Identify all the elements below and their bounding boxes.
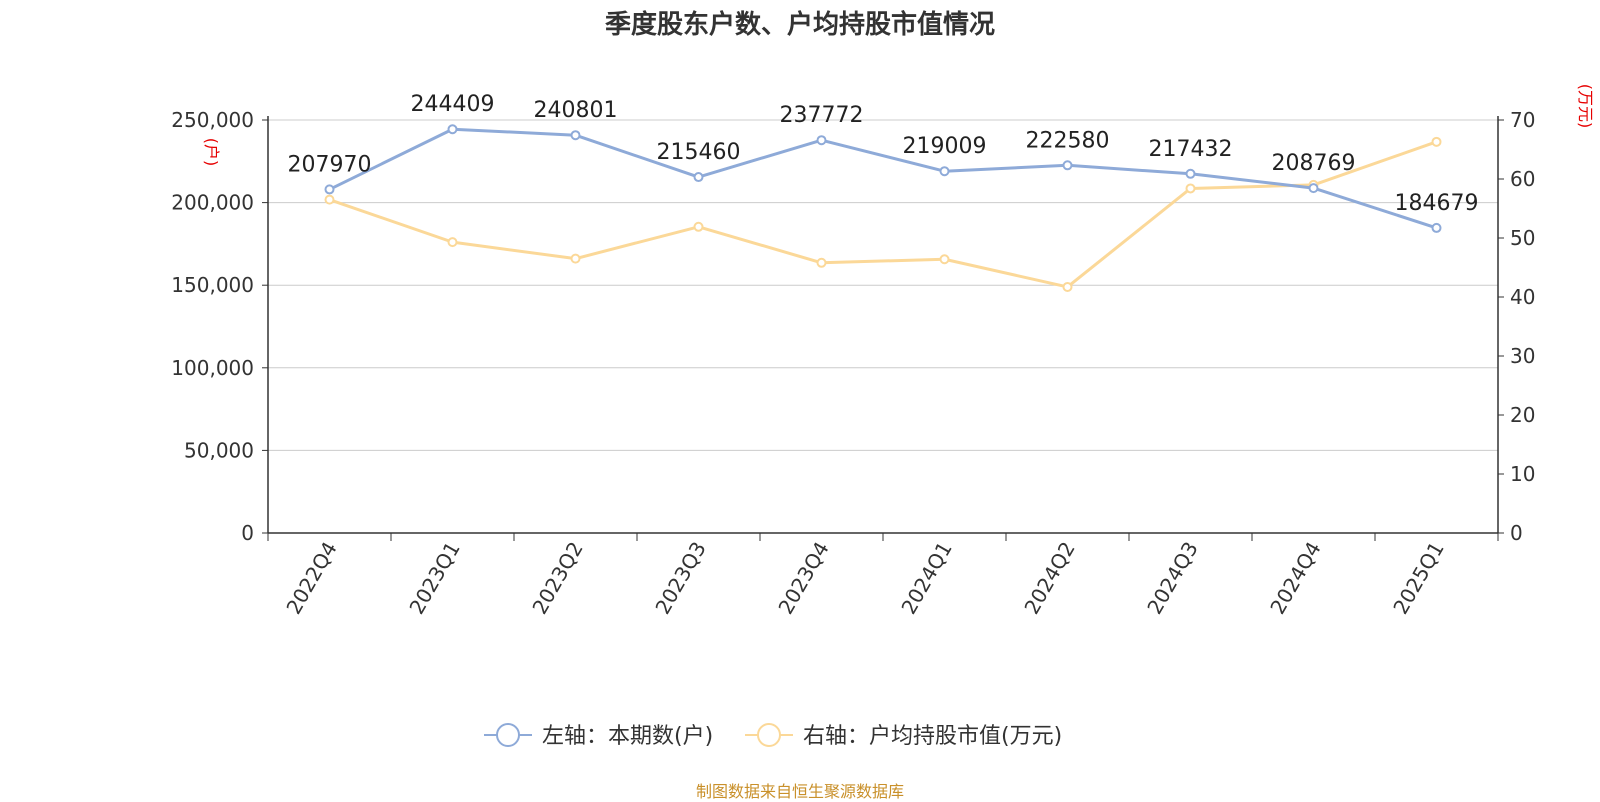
left-tick-label: 200,000 bbox=[171, 191, 254, 215]
x-tick-label: 2024Q3 bbox=[1142, 538, 1202, 619]
right-axis-unit: (万元) bbox=[1576, 84, 1595, 129]
legend-marker bbox=[757, 723, 781, 747]
shareholder-count-point bbox=[1431, 222, 1442, 233]
right-tick-label: 50 bbox=[1510, 226, 1535, 250]
right-tick-label: 60 bbox=[1510, 167, 1535, 191]
shareholder-count-point bbox=[447, 124, 458, 135]
source-footer: 制图数据来自恒生聚源数据库 bbox=[695, 782, 904, 801]
shareholder-count-line bbox=[328, 127, 1438, 230]
avg-holding-value-point bbox=[693, 221, 704, 232]
legend-marker bbox=[496, 723, 520, 747]
x-tick-label: 2025Q1 bbox=[1388, 538, 1448, 619]
grid-lines bbox=[268, 119, 1498, 451]
avg-holding-value-point bbox=[447, 237, 458, 248]
left-tick-label: 100,000 bbox=[171, 356, 254, 380]
category-axis-ticks: 2022Q4 2023Q1 2023Q2 2023Q3 2023Q4 2024Q1 2024… bbox=[267, 533, 1499, 619]
left-tick-label: 0 bbox=[241, 521, 254, 545]
avg-holding-value-point bbox=[570, 253, 581, 264]
shareholder-count-point bbox=[816, 135, 827, 146]
left-tick-label: 50,000 bbox=[184, 438, 254, 462]
data-labels: 207970 244409 240801 215460 237772 219009 2225… bbox=[288, 92, 1479, 216]
shareholder-count-point bbox=[939, 166, 950, 177]
avg-holding-value-point bbox=[324, 194, 335, 205]
shareholder-count-point bbox=[1185, 168, 1196, 179]
legend-label: 左轴：本期数(户) bbox=[542, 724, 713, 749]
x-tick-label: 2023Q2 bbox=[527, 538, 587, 619]
legend: 左轴：本期数(户) 右轴：户均持股市值(万元) bbox=[484, 723, 1062, 749]
left-axis-unit: (户) bbox=[202, 138, 221, 167]
right-tick-label: 0 bbox=[1510, 521, 1523, 545]
series-lines bbox=[324, 124, 1442, 292]
right-tick-label: 30 bbox=[1510, 344, 1535, 368]
shareholder-count-point bbox=[1062, 160, 1073, 171]
data-label: 240801 bbox=[534, 98, 618, 123]
data-label: 222580 bbox=[1026, 128, 1110, 153]
data-label: 208769 bbox=[1272, 151, 1356, 176]
left-axis-ticks: 0 50,000 100,000 150,000 200,000 250,000 bbox=[171, 108, 268, 545]
x-tick-label: 2024Q1 bbox=[896, 538, 956, 619]
left-tick-label: 150,000 bbox=[171, 273, 254, 297]
shareholder-count-point bbox=[570, 130, 581, 141]
left-tick-label: 250,000 bbox=[171, 108, 254, 132]
right-tick-label: 40 bbox=[1510, 285, 1535, 309]
x-tick-label: 2022Q4 bbox=[281, 538, 341, 619]
x-tick-label: 2023Q1 bbox=[404, 538, 464, 619]
data-label: 217432 bbox=[1149, 137, 1233, 162]
data-label: 219009 bbox=[903, 134, 987, 159]
x-tick-label: 2023Q3 bbox=[650, 538, 710, 619]
right-tick-label: 20 bbox=[1510, 403, 1535, 427]
right-tick-label: 70 bbox=[1510, 108, 1535, 132]
avg-holding-value-point bbox=[1431, 136, 1442, 147]
x-tick-label: 2024Q4 bbox=[1265, 538, 1325, 619]
avg-holding-value-point bbox=[1185, 183, 1196, 194]
shareholder-count-point bbox=[693, 172, 704, 183]
shareholder-count-point bbox=[1308, 183, 1319, 194]
axes bbox=[267, 116, 1499, 534]
avg-holding-value-point bbox=[1062, 281, 1073, 292]
avg-holding-value-line bbox=[328, 140, 1438, 289]
x-tick-label: 2024Q2 bbox=[1019, 538, 1079, 619]
legend-label: 右轴：户均持股市值(万元) bbox=[803, 724, 1062, 749]
right-axis-ticks: 0 10 20 30 40 50 60 70 bbox=[1498, 108, 1535, 545]
chart-title: 季度股东户数、户均持股市值情况 bbox=[604, 10, 995, 40]
data-label: 184679 bbox=[1395, 191, 1479, 216]
data-label: 215460 bbox=[657, 140, 741, 165]
data-label: 207970 bbox=[288, 152, 372, 177]
data-label: 237772 bbox=[780, 103, 864, 128]
data-label: 244409 bbox=[411, 92, 495, 117]
shareholder-count-point bbox=[324, 184, 335, 195]
x-tick-label: 2023Q4 bbox=[773, 538, 833, 619]
avg-holding-value-point bbox=[939, 254, 950, 265]
avg-holding-value-point bbox=[816, 257, 827, 268]
right-tick-label: 10 bbox=[1510, 462, 1535, 486]
